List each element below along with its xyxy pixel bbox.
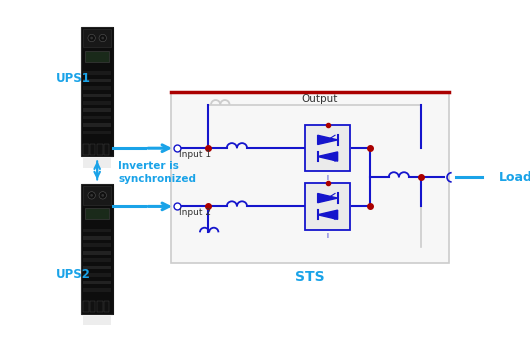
Text: Input 2: Input 2 bbox=[179, 208, 210, 217]
Text: I: I bbox=[326, 233, 329, 239]
Bar bbox=[83, 186, 111, 205]
Bar bbox=[83, 266, 111, 270]
Bar bbox=[83, 258, 111, 262]
Bar bbox=[171, 92, 449, 263]
Bar bbox=[83, 280, 111, 284]
Bar bbox=[104, 144, 109, 155]
Circle shape bbox=[88, 192, 95, 199]
Bar bbox=[90, 301, 95, 312]
Bar bbox=[90, 144, 95, 155]
Bar bbox=[305, 125, 350, 172]
Text: I: I bbox=[326, 175, 329, 181]
Bar bbox=[83, 158, 111, 168]
Bar bbox=[83, 123, 111, 127]
Polygon shape bbox=[317, 194, 338, 203]
Bar bbox=[85, 208, 109, 219]
Bar bbox=[83, 301, 89, 312]
Bar bbox=[83, 316, 111, 325]
Bar bbox=[83, 273, 111, 277]
Bar bbox=[83, 251, 111, 254]
Bar bbox=[83, 79, 111, 83]
Circle shape bbox=[101, 194, 104, 197]
Text: UPS2: UPS2 bbox=[56, 268, 91, 281]
Bar bbox=[83, 236, 111, 240]
Circle shape bbox=[88, 34, 95, 42]
Text: Inverter is
synchronized: Inverter is synchronized bbox=[119, 161, 197, 184]
Circle shape bbox=[90, 37, 93, 40]
Text: Output: Output bbox=[301, 94, 338, 104]
Bar bbox=[83, 288, 111, 292]
Bar bbox=[305, 183, 350, 230]
Bar bbox=[83, 101, 111, 105]
Polygon shape bbox=[317, 210, 338, 219]
Circle shape bbox=[99, 192, 107, 199]
Bar bbox=[85, 51, 109, 62]
Bar bbox=[82, 184, 113, 314]
Bar bbox=[97, 301, 103, 312]
Text: UPS1: UPS1 bbox=[56, 72, 91, 85]
Bar bbox=[83, 116, 111, 119]
Bar bbox=[82, 27, 113, 156]
Polygon shape bbox=[317, 135, 338, 145]
Bar bbox=[83, 144, 89, 155]
Circle shape bbox=[99, 34, 107, 42]
Circle shape bbox=[101, 37, 104, 40]
Bar bbox=[83, 86, 111, 90]
Bar bbox=[83, 244, 111, 247]
Bar bbox=[104, 301, 109, 312]
Circle shape bbox=[90, 194, 93, 197]
Bar bbox=[97, 144, 103, 155]
Text: Input 1: Input 1 bbox=[179, 149, 211, 159]
Text: STS: STS bbox=[295, 270, 325, 284]
Bar bbox=[83, 93, 111, 97]
Bar bbox=[83, 108, 111, 112]
Bar bbox=[83, 229, 111, 232]
Bar bbox=[83, 131, 111, 134]
Bar bbox=[83, 71, 111, 75]
Text: Load: Load bbox=[499, 171, 530, 184]
Bar bbox=[83, 29, 111, 47]
Polygon shape bbox=[317, 152, 338, 161]
